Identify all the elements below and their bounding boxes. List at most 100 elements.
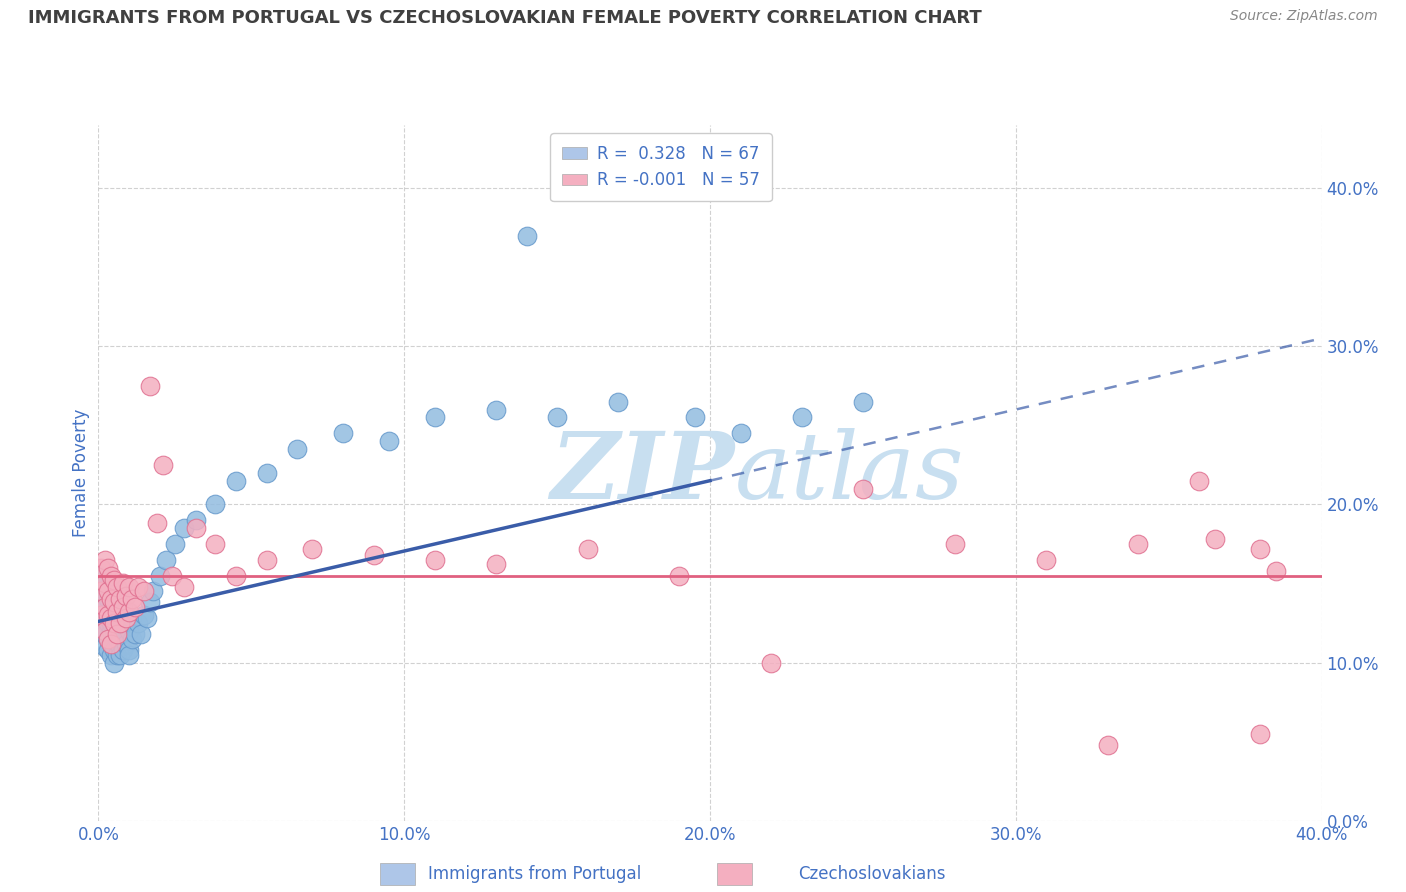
Point bbox=[115, 611, 138, 625]
Legend: R =  0.328   N = 67, R = -0.001   N = 57: R = 0.328 N = 67, R = -0.001 N = 57 bbox=[551, 133, 772, 201]
Point bbox=[155, 552, 177, 567]
Point bbox=[204, 497, 226, 511]
Point bbox=[225, 474, 247, 488]
Point bbox=[668, 568, 690, 582]
Point bbox=[730, 426, 752, 441]
Point bbox=[142, 584, 165, 599]
Point bbox=[145, 516, 167, 531]
Point bbox=[163, 537, 186, 551]
Point bbox=[790, 410, 813, 425]
Point bbox=[111, 600, 134, 615]
Point bbox=[103, 643, 125, 657]
Point bbox=[93, 576, 115, 591]
Point bbox=[90, 592, 112, 607]
Point bbox=[105, 580, 128, 594]
Point bbox=[115, 636, 138, 650]
Point bbox=[852, 394, 875, 409]
Point bbox=[124, 627, 146, 641]
Point bbox=[121, 611, 143, 625]
Point bbox=[97, 643, 120, 657]
Point bbox=[93, 627, 115, 641]
Text: atlas: atlas bbox=[734, 428, 965, 517]
Point bbox=[1128, 537, 1150, 551]
Point bbox=[97, 584, 120, 599]
Point bbox=[100, 568, 122, 582]
Point bbox=[100, 636, 122, 650]
Text: IMMIGRANTS FROM PORTUGAL VS CZECHOSLOVAKIAN FEMALE POVERTY CORRELATION CHART: IMMIGRANTS FROM PORTUGAL VS CZECHOSLOVAK… bbox=[28, 9, 981, 27]
Point bbox=[121, 592, 143, 607]
Point bbox=[204, 537, 226, 551]
Point bbox=[90, 608, 112, 623]
Point bbox=[105, 632, 128, 646]
Point bbox=[1264, 564, 1286, 578]
Point bbox=[108, 592, 131, 607]
Point bbox=[100, 592, 122, 607]
Point bbox=[134, 608, 156, 623]
Text: Czechoslovakians: Czechoslovakians bbox=[799, 865, 945, 883]
Point bbox=[1097, 738, 1119, 752]
Point bbox=[108, 615, 131, 630]
Point bbox=[111, 576, 134, 591]
Point bbox=[118, 580, 141, 594]
Point bbox=[100, 624, 122, 638]
Point bbox=[121, 632, 143, 646]
Point bbox=[103, 595, 125, 609]
Point bbox=[100, 636, 122, 650]
Point bbox=[93, 576, 115, 591]
Point bbox=[93, 608, 115, 623]
Point bbox=[149, 568, 172, 582]
Point bbox=[90, 568, 112, 582]
Point bbox=[105, 627, 128, 641]
Point bbox=[124, 600, 146, 615]
Point bbox=[118, 648, 141, 662]
Point bbox=[97, 560, 120, 574]
Point bbox=[108, 648, 131, 662]
Point bbox=[97, 632, 120, 646]
Point bbox=[103, 656, 125, 670]
Point bbox=[103, 605, 125, 619]
Point bbox=[103, 621, 125, 635]
Point bbox=[115, 615, 138, 630]
Point bbox=[256, 552, 278, 567]
Point bbox=[485, 402, 508, 417]
Point bbox=[943, 537, 966, 551]
Point bbox=[485, 558, 508, 572]
Point bbox=[186, 521, 208, 535]
Point bbox=[108, 615, 131, 630]
Point bbox=[115, 589, 138, 603]
Point bbox=[136, 611, 159, 625]
Point bbox=[108, 640, 131, 654]
Point bbox=[103, 574, 125, 588]
Point bbox=[378, 434, 401, 449]
Point bbox=[1204, 532, 1226, 546]
Point bbox=[100, 648, 122, 662]
Text: ZIP: ZIP bbox=[550, 428, 734, 517]
Point bbox=[118, 605, 141, 619]
Point bbox=[97, 611, 120, 625]
Point bbox=[90, 584, 112, 599]
Point bbox=[100, 600, 122, 615]
Point bbox=[100, 611, 122, 625]
Point bbox=[1249, 541, 1271, 556]
Text: Immigrants from Portugal: Immigrants from Portugal bbox=[427, 865, 641, 883]
Y-axis label: Female Poverty: Female Poverty bbox=[72, 409, 90, 537]
Point bbox=[93, 600, 115, 615]
Point bbox=[111, 615, 134, 630]
Point bbox=[127, 580, 149, 594]
Point bbox=[105, 608, 128, 623]
Point bbox=[103, 627, 125, 641]
Point bbox=[225, 568, 247, 582]
Point bbox=[105, 605, 128, 619]
Point bbox=[285, 442, 308, 456]
Point bbox=[332, 426, 354, 441]
Point bbox=[852, 482, 875, 496]
Point bbox=[139, 378, 162, 392]
Point bbox=[134, 584, 156, 599]
Point bbox=[111, 627, 134, 641]
Point bbox=[173, 521, 195, 535]
Point bbox=[93, 600, 115, 615]
Point bbox=[93, 552, 115, 567]
Point bbox=[90, 624, 112, 638]
Point bbox=[683, 410, 706, 425]
Point bbox=[423, 552, 446, 567]
